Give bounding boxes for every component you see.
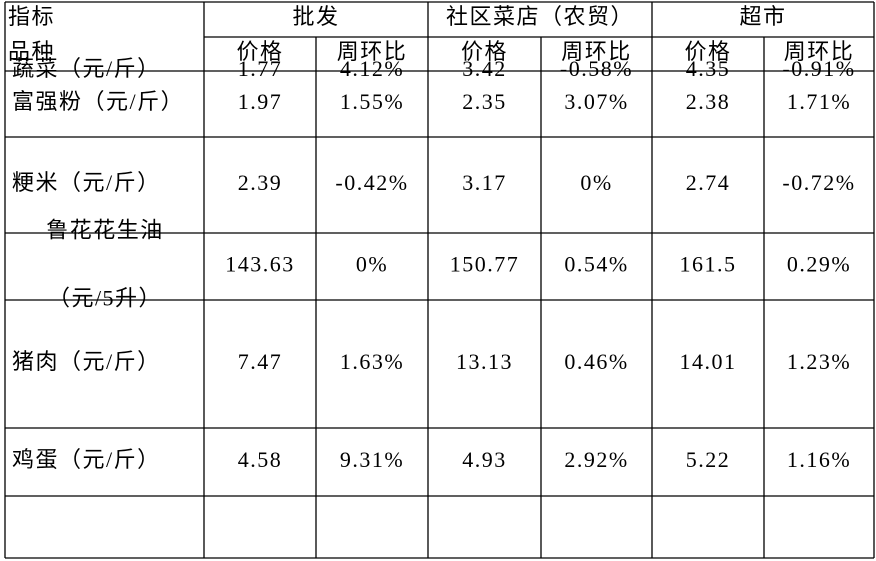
cell: 1.16% bbox=[787, 447, 851, 472]
cell: 4.12% bbox=[340, 56, 404, 81]
cell: 2.39 bbox=[238, 170, 283, 195]
cell: 3.07% bbox=[564, 89, 628, 114]
cell: 143.63 bbox=[225, 252, 295, 277]
column-header: 价格 bbox=[684, 39, 731, 64]
cell: 2.38 bbox=[686, 89, 731, 114]
cell: 150.77 bbox=[450, 252, 520, 277]
group-header: 批发 bbox=[292, 4, 339, 29]
column-header: 周环比 bbox=[561, 39, 632, 64]
cell: 2.74 bbox=[686, 170, 731, 195]
corner-top: 指标 bbox=[8, 4, 55, 29]
cell: 7.47 bbox=[238, 349, 283, 374]
row-name: 富强粉（元/斤） bbox=[12, 89, 184, 114]
cell: 14.01 bbox=[680, 349, 737, 374]
cell: 4.93 bbox=[462, 447, 507, 472]
cell: -0.72% bbox=[782, 170, 855, 195]
cell: 0.29% bbox=[787, 252, 851, 277]
column-header: 价格 bbox=[236, 39, 283, 64]
cell: 0% bbox=[580, 170, 612, 195]
cell: 1.77 bbox=[238, 56, 283, 81]
cell: 13.13 bbox=[456, 349, 513, 374]
cell: 4.35 bbox=[686, 56, 731, 81]
cell: -0.42% bbox=[335, 170, 408, 195]
cell: 0.46% bbox=[564, 349, 628, 374]
column-header: 周环比 bbox=[784, 39, 855, 64]
cell: 3.42 bbox=[462, 56, 507, 81]
column-header: 周环比 bbox=[337, 39, 408, 64]
cell: 2.35 bbox=[462, 89, 507, 114]
group-header: 超市 bbox=[739, 4, 786, 29]
cell: -0.58% bbox=[560, 56, 633, 81]
cell: 1.97 bbox=[238, 89, 283, 114]
row-name: （元/5升） bbox=[48, 286, 162, 311]
cell: 1.55% bbox=[340, 89, 404, 114]
cell: 5.22 bbox=[686, 447, 731, 472]
cell: 9.31% bbox=[340, 447, 404, 472]
cell: 1.71% bbox=[787, 89, 851, 114]
column-header: 价格 bbox=[461, 39, 508, 64]
cell: 1.23% bbox=[787, 349, 851, 374]
cell: 1.63% bbox=[340, 349, 404, 374]
cell: 3.17 bbox=[462, 170, 507, 195]
cell: -0.91% bbox=[782, 56, 855, 81]
group-header: 社区菜店（农贸） bbox=[446, 4, 634, 29]
cell: 0% bbox=[356, 252, 388, 277]
row-name: 鲁花花生油 bbox=[46, 218, 164, 243]
row-name: 粳米（元/斤） bbox=[12, 170, 161, 195]
cell: 0.54% bbox=[564, 252, 628, 277]
row-name: 鸡蛋（元/斤） bbox=[12, 447, 161, 472]
cell: 161.5 bbox=[680, 252, 737, 277]
cell: 4.58 bbox=[238, 447, 283, 472]
row-name: 猪肉（元/斤） bbox=[12, 349, 161, 374]
corner-bottom: 品种 bbox=[8, 39, 55, 64]
row-name: 蔬菜（元/斤） bbox=[12, 56, 161, 81]
cell: 2.92% bbox=[564, 447, 628, 472]
